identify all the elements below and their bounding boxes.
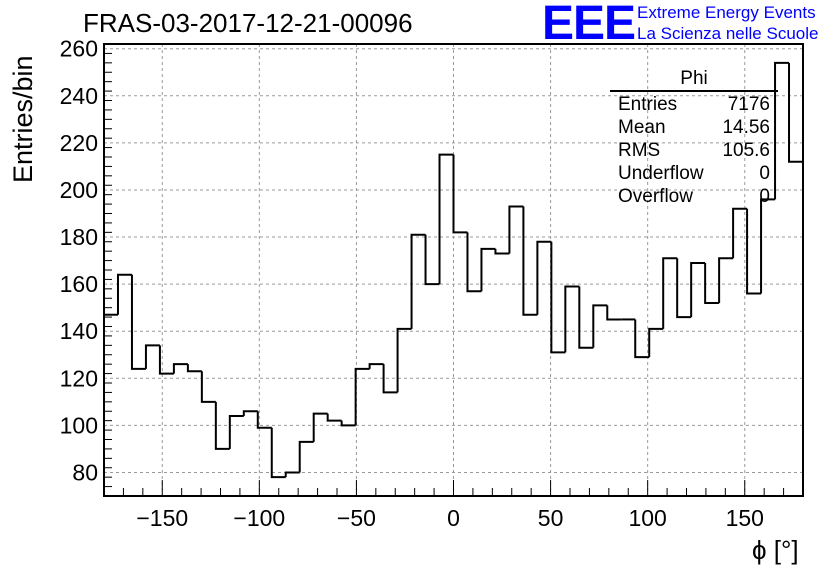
- y-tick-label: 240: [60, 83, 98, 109]
- y-tick-label: 220: [60, 130, 98, 156]
- histogram-bin: [648, 327, 664, 358]
- stats-value: 14.56: [722, 117, 770, 138]
- stats-label: Entries: [618, 94, 678, 115]
- x-tick-label: 150: [726, 505, 764, 531]
- x-tick-label: 50: [538, 505, 564, 531]
- histogram-bin: [662, 257, 678, 329]
- histogram-bin: [130, 274, 146, 370]
- histogram-bin: [452, 154, 468, 234]
- histogram-bin: [396, 327, 412, 393]
- histogram-bin: [690, 261, 706, 318]
- histogram-bin: [480, 247, 496, 292]
- histogram-bin: [522, 206, 538, 316]
- logo-line-2: La Scienza nelle Scuole: [637, 24, 819, 43]
- x-tick-label: 0: [447, 505, 460, 531]
- histogram-bin: [746, 208, 762, 295]
- histogram-bin: [186, 364, 202, 373]
- histogram-bin: [340, 420, 356, 427]
- histogram-bin: [704, 262, 720, 304]
- stats-label: Underflow: [618, 163, 704, 184]
- x-axis-label: ϕ [°]: [752, 535, 799, 565]
- histogram-bin: [228, 414, 244, 449]
- y-tick-label: 200: [60, 177, 98, 203]
- histogram-bin: [172, 363, 188, 374]
- y-tick-label: 180: [60, 224, 98, 250]
- stats-value: 105.6: [722, 140, 770, 161]
- stats-title: Phi: [680, 68, 708, 89]
- y-tick-label: 140: [60, 318, 98, 344]
- y-tick-label: 80: [72, 459, 98, 485]
- histogram-bin: [606, 305, 622, 321]
- histogram-bars: [104, 61, 803, 479]
- stats-divider: [610, 90, 778, 92]
- stats-value: 0: [759, 163, 770, 184]
- x-tick-label: −100: [233, 505, 285, 531]
- stats-value: 7176: [727, 94, 770, 115]
- histogram-bin: [214, 401, 230, 450]
- histogram-bin: [788, 62, 803, 163]
- histogram-bin: [592, 304, 608, 348]
- histogram-bin: [158, 345, 174, 375]
- histogram-bin: [242, 410, 258, 416]
- y-tick-label: 100: [60, 412, 98, 438]
- histogram-bin: [382, 364, 398, 394]
- stats-row: Underflow 0: [610, 162, 778, 185]
- y-tick-label: 260: [60, 36, 98, 62]
- histogram-bin: [354, 367, 370, 426]
- chart-title: FRAS-03-2017-12-21-00096: [83, 8, 413, 38]
- histogram-bin: [256, 411, 272, 429]
- histogram-bin: [312, 412, 328, 442]
- histogram-bin: [494, 248, 510, 255]
- histogram-bin: [564, 285, 580, 353]
- stats-value: 0: [759, 186, 770, 207]
- y-tick-label: 120: [60, 365, 98, 391]
- stats-row: Overflow 0: [610, 185, 778, 208]
- stats-label: Overflow: [618, 186, 693, 207]
- histogram-bin: [634, 319, 650, 359]
- y-tick-label: 160: [60, 271, 98, 297]
- histogram-bin: [424, 234, 440, 286]
- histogram-bin: [298, 440, 314, 473]
- axes: −150 −100 −50 0 50 100 150 80 100 120 140 160 180 200…: [60, 36, 804, 531]
- histogram-bin: [326, 413, 342, 422]
- histogram-bin: [438, 153, 454, 285]
- histogram-bin: [368, 363, 384, 369]
- histogram-bin: [760, 198, 776, 294]
- histogram-bin: [284, 471, 300, 478]
- stats-row: Entries 7176: [610, 93, 778, 116]
- histogram-bin: [466, 232, 482, 293]
- histogram-bin: [718, 257, 734, 303]
- stats-label: Mean: [618, 117, 666, 138]
- histogram-bin: [578, 286, 594, 349]
- x-tick-label: 100: [628, 505, 666, 531]
- histogram-bin: [410, 233, 426, 329]
- y-axis-label: Entries/bin: [8, 55, 38, 183]
- histogram-bin: [676, 258, 692, 319]
- grid-lines: [104, 44, 803, 496]
- histogram-bin: [732, 207, 748, 259]
- stats-row: RMS 105.6: [610, 139, 778, 162]
- histogram-bin: [774, 61, 790, 200]
- x-tick-label: −150: [136, 505, 188, 531]
- histogram-bin: [270, 427, 286, 479]
- eee-logo: EEE: [542, 0, 636, 50]
- histogram-bin: [200, 371, 216, 403]
- stats-box: Phi Entries 7176 Mean 14.56 RMS 105.6 Un…: [610, 68, 778, 208]
- histogram-bin: [536, 240, 552, 315]
- x-tick-label: −50: [337, 505, 376, 531]
- logo-line-1: Extreme Energy Events: [637, 3, 816, 22]
- histogram-bin: [144, 344, 160, 369]
- histogram-bin: [508, 205, 524, 254]
- histogram-bin: [550, 241, 566, 354]
- stats-row: Mean 14.56: [610, 116, 778, 139]
- histogram-bin: [116, 273, 132, 315]
- stats-label: RMS: [618, 140, 661, 161]
